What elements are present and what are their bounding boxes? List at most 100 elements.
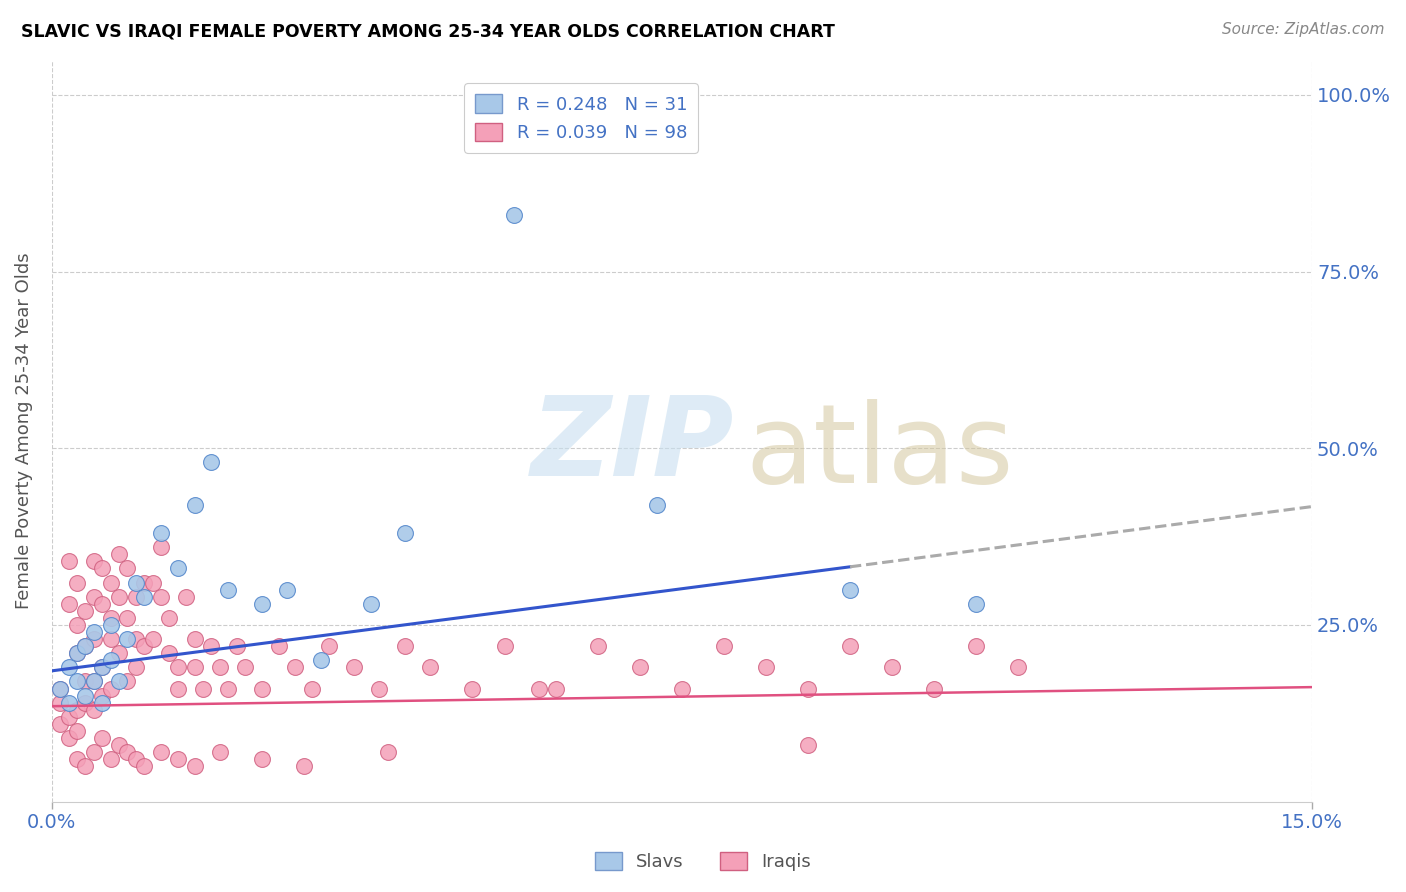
Point — [495, 639, 517, 653]
Point — [292, 759, 315, 773]
Point — [166, 681, 188, 696]
Point — [166, 561, 188, 575]
Point — [200, 639, 222, 653]
Point — [66, 674, 89, 689]
Point — [276, 582, 298, 597]
Point — [91, 696, 114, 710]
Point — [183, 498, 205, 512]
Point — [117, 632, 139, 646]
Point — [108, 590, 131, 604]
Point — [419, 660, 441, 674]
Point — [922, 681, 945, 696]
Point — [183, 660, 205, 674]
Point — [91, 689, 114, 703]
Point — [75, 674, 97, 689]
Point — [91, 731, 114, 745]
Point — [233, 660, 256, 674]
Point — [134, 639, 156, 653]
Point — [66, 703, 89, 717]
Point — [83, 554, 105, 568]
Point — [461, 681, 484, 696]
Point — [58, 597, 80, 611]
Point — [208, 660, 231, 674]
Point — [108, 738, 131, 752]
Point — [217, 582, 239, 597]
Point — [134, 575, 156, 590]
Point — [58, 660, 80, 674]
Point — [49, 681, 72, 696]
Text: SLAVIC VS IRAQI FEMALE POVERTY AMONG 25-34 YEAR OLDS CORRELATION CHART: SLAVIC VS IRAQI FEMALE POVERTY AMONG 25-… — [21, 22, 835, 40]
Point — [83, 625, 105, 640]
Point — [628, 660, 651, 674]
Point — [108, 547, 131, 561]
Point — [91, 597, 114, 611]
Point — [75, 759, 97, 773]
Point — [671, 681, 693, 696]
Point — [208, 745, 231, 759]
Point — [839, 582, 862, 597]
Point — [839, 639, 862, 653]
Point — [309, 653, 332, 667]
Point — [58, 696, 80, 710]
Point — [66, 723, 89, 738]
Point — [108, 646, 131, 660]
Point — [75, 689, 97, 703]
Legend: R = 0.248   N = 31, R = 0.039   N = 98: R = 0.248 N = 31, R = 0.039 N = 98 — [464, 84, 697, 153]
Point — [267, 639, 290, 653]
Point — [100, 618, 122, 632]
Point — [100, 752, 122, 766]
Text: atlas: atlas — [745, 400, 1014, 507]
Point — [83, 703, 105, 717]
Point — [502, 208, 524, 222]
Point — [527, 681, 550, 696]
Point — [49, 681, 72, 696]
Point — [166, 752, 188, 766]
Point — [191, 681, 214, 696]
Point — [100, 611, 122, 625]
Point — [965, 639, 987, 653]
Point — [755, 660, 778, 674]
Point — [91, 660, 114, 674]
Point — [125, 632, 148, 646]
Point — [83, 674, 105, 689]
Point — [66, 646, 89, 660]
Point — [394, 526, 416, 541]
Point — [108, 674, 131, 689]
Point — [134, 759, 156, 773]
Point — [200, 455, 222, 469]
Point — [58, 554, 80, 568]
Text: ZIP: ZIP — [530, 392, 734, 499]
Point — [125, 575, 148, 590]
Point — [377, 745, 399, 759]
Point — [125, 590, 148, 604]
Point — [75, 604, 97, 618]
Point — [75, 639, 97, 653]
Point — [880, 660, 903, 674]
Point — [117, 745, 139, 759]
Point — [66, 618, 89, 632]
Point — [157, 646, 180, 660]
Point — [134, 590, 156, 604]
Point — [117, 561, 139, 575]
Point — [343, 660, 366, 674]
Point — [125, 660, 148, 674]
Point — [83, 745, 105, 759]
Point — [66, 646, 89, 660]
Point — [83, 632, 105, 646]
Point — [360, 597, 382, 611]
Point — [544, 681, 567, 696]
Point — [1007, 660, 1029, 674]
Point — [225, 639, 247, 653]
Point — [100, 681, 122, 696]
Point — [965, 597, 987, 611]
Text: Source: ZipAtlas.com: Source: ZipAtlas.com — [1222, 22, 1385, 37]
Point — [100, 632, 122, 646]
Point — [250, 681, 273, 696]
Point — [250, 752, 273, 766]
Point — [100, 653, 122, 667]
Point — [318, 639, 340, 653]
Point — [713, 639, 735, 653]
Point — [174, 590, 197, 604]
Point — [149, 745, 172, 759]
Point — [301, 681, 323, 696]
